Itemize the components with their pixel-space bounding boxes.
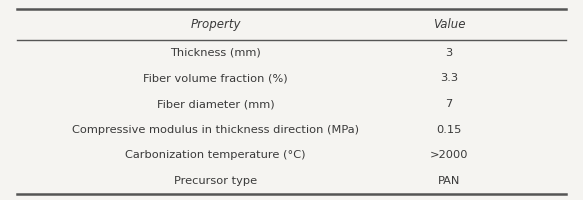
Text: PAN: PAN <box>438 176 460 186</box>
Text: 3.3: 3.3 <box>440 73 458 83</box>
Text: Compressive modulus in thickness direction (MPa): Compressive modulus in thickness directi… <box>72 125 359 135</box>
Text: Property: Property <box>191 18 241 31</box>
Text: Value: Value <box>433 18 465 31</box>
Text: Thickness (mm): Thickness (mm) <box>170 48 261 58</box>
Text: >2000: >2000 <box>430 150 468 160</box>
Text: Fiber volume fraction (%): Fiber volume fraction (%) <box>143 73 288 83</box>
Text: Precursor type: Precursor type <box>174 176 257 186</box>
Text: Fiber diameter (mm): Fiber diameter (mm) <box>157 99 275 109</box>
Text: Carbonization temperature (°C): Carbonization temperature (°C) <box>125 150 306 160</box>
Text: 7: 7 <box>445 99 452 109</box>
Text: 0.15: 0.15 <box>436 125 462 135</box>
Text: 3: 3 <box>445 48 452 58</box>
